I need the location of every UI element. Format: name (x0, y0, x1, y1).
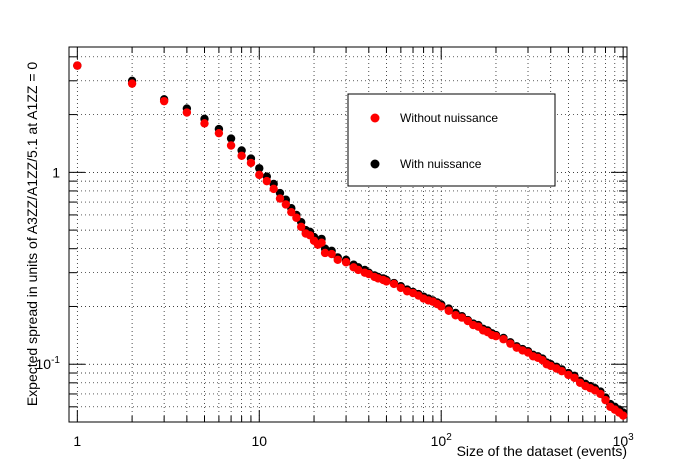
tick-labels: 1 10 102 103 1 10-1 (36, 164, 635, 449)
data-markers (73, 61, 628, 420)
data-point-without-nuissance (437, 302, 446, 311)
data-point-without-nuissance (389, 279, 399, 289)
data-point-without-nuissance (226, 141, 236, 150)
data-point-without-nuissance (557, 366, 566, 376)
x-axis-title: Size of the dataset (events) (457, 443, 627, 459)
data-point-without-nuissance (262, 176, 271, 186)
data-point-without-nuissance (341, 258, 351, 267)
legend: Without nuissance With nuissance (347, 93, 556, 187)
data-point-without-nuissance (499, 335, 508, 344)
data-point-without-nuissance (333, 255, 342, 265)
data-point-without-nuissance (451, 311, 460, 320)
y-axis-title: Expected spread in units of A3ZZ/A1ZZ/5.… (24, 62, 40, 407)
data-point-without-nuissance (396, 283, 406, 293)
legend-marker-without-nuissance (370, 113, 380, 123)
x-tick-label: 103 (613, 432, 635, 449)
data-point-without-nuissance (354, 265, 363, 275)
data-point-without-nuissance (73, 61, 82, 70)
data-point-without-nuissance (382, 277, 391, 286)
data-point-without-nuissance (246, 158, 256, 168)
data-point-with-nuissance (255, 164, 264, 173)
plot-frame (68, 46, 628, 423)
data-point-with-nuissance (226, 134, 236, 143)
data-point-without-nuissance (287, 207, 296, 217)
data-point-without-nuissance (127, 79, 137, 88)
x-tick-label: 10 (251, 433, 267, 449)
data-point-without-nuissance (269, 184, 278, 194)
data-point-without-nuissance (320, 248, 330, 258)
data-point-without-nuissance (506, 339, 515, 348)
data-point-without-nuissance (255, 170, 264, 180)
data-point-without-nuissance (281, 200, 291, 209)
x-tick-label: 1 (73, 433, 81, 449)
data-point-without-nuissance (317, 238, 326, 247)
data-point-without-nuissance (237, 151, 246, 160)
data-point-without-nuissance (491, 331, 501, 341)
data-point-without-nuissance (618, 411, 628, 420)
data-point-without-nuissance (292, 213, 301, 222)
data-point-without-nuissance (182, 108, 192, 117)
y-tick-label: 1 (52, 164, 60, 180)
data-point-without-nuissance (444, 306, 453, 315)
y-tick-label: 10-1 (36, 355, 61, 372)
data-point-without-nuissance (275, 194, 285, 203)
x-tick-label: 102 (431, 432, 453, 449)
data-point-without-nuissance (327, 249, 336, 259)
data-point-without-nuissance (296, 222, 306, 232)
axis-ticks (69, 47, 627, 423)
legend-box (347, 93, 556, 187)
legend-label-with-nuissance: With nuissance (400, 157, 482, 171)
data-point-without-nuissance (601, 395, 610, 405)
data-point-without-nuissance (596, 389, 605, 399)
legend-marker-with-nuissance (370, 159, 380, 169)
data-point-without-nuissance (570, 373, 579, 382)
data-point-without-nuissance (200, 119, 209, 128)
grid (69, 47, 627, 423)
legend-label-without-nuissance: Without nuissance (400, 111, 498, 125)
data-point-without-nuissance (159, 96, 169, 106)
data-point-without-nuissance (214, 128, 224, 138)
